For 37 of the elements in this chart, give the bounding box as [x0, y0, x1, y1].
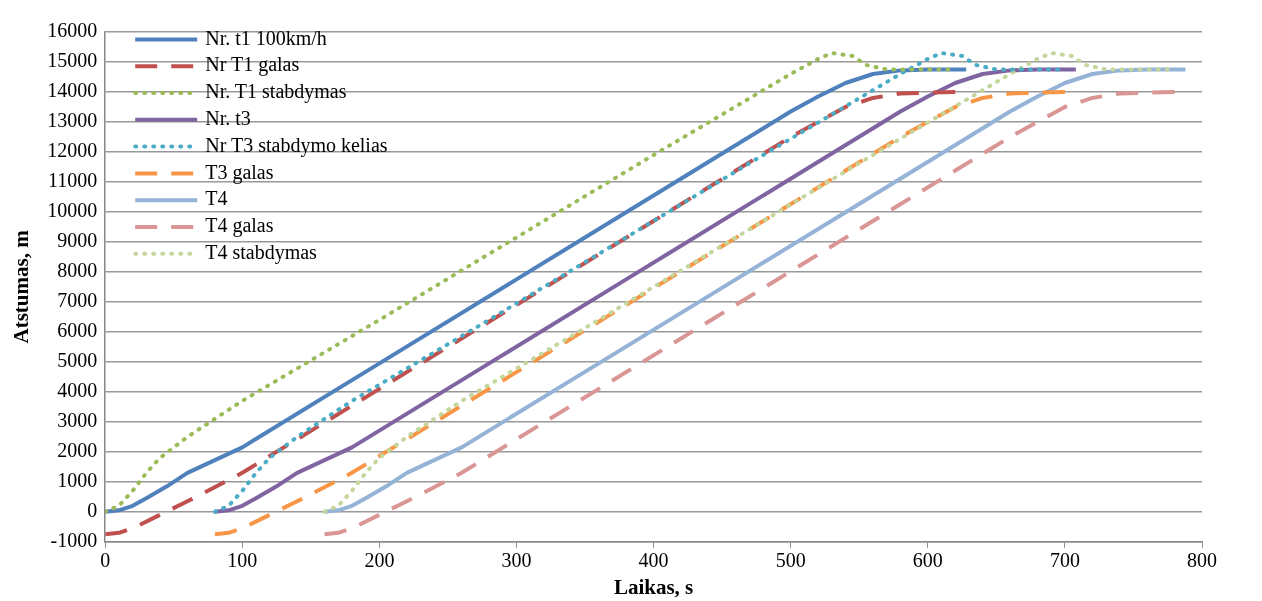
- y-tick-label: 0: [87, 499, 98, 522]
- x-tick-label: 100: [227, 549, 258, 572]
- legend-label: T4: [205, 187, 228, 210]
- y-tick-label: 15000: [47, 49, 98, 72]
- x-tick-label: 800: [1187, 549, 1217, 572]
- x-tick-label: 200: [364, 549, 395, 572]
- legend-label: T4 galas: [205, 214, 274, 238]
- y-tick-label: 11000: [47, 169, 98, 192]
- y-tick-label: 8000: [57, 259, 98, 282]
- y-tick-label: 16000: [47, 19, 98, 42]
- legend-label: T3 galas: [205, 160, 274, 184]
- legend-label: Nr. t3: [205, 107, 251, 130]
- legend-label: T4 stabdymas: [205, 241, 318, 265]
- x-tick-label: 500: [775, 549, 806, 572]
- y-tick-label: 12000: [47, 139, 98, 162]
- legend-label: Nr. T1 stabdymas: [205, 80, 347, 104]
- y-axis-title: Atstumas, m: [9, 229, 34, 344]
- y-tick-label: 10000: [47, 199, 98, 222]
- y-tick-label: 2000: [57, 439, 98, 462]
- y-tick-label: 9000: [57, 229, 98, 252]
- y-tick-label: 5000: [57, 349, 98, 372]
- x-tick-label: 400: [638, 549, 669, 572]
- y-tick-label: 7000: [57, 289, 98, 312]
- x-tick-label: 600: [912, 549, 943, 572]
- y-tick-label: 6000: [57, 319, 98, 342]
- y-tick-label: 14000: [47, 79, 98, 102]
- x-tick-label: 300: [501, 549, 532, 572]
- legend-label: Nr T1 galas: [205, 53, 300, 77]
- y-tick-label: -1000: [50, 529, 98, 552]
- y-tick-label: 13000: [47, 109, 98, 132]
- x-tick-label: 700: [1049, 549, 1080, 572]
- x-axis-title: Laikas, s: [613, 574, 694, 599]
- y-tick-label: 1000: [57, 469, 98, 492]
- legend-label: Nr T3 stabdymo kelias: [205, 133, 388, 157]
- legend-label: Nr. t1 100km/h: [205, 26, 327, 49]
- y-tick-label: 3000: [57, 409, 98, 432]
- y-tick-label: 4000: [57, 379, 98, 402]
